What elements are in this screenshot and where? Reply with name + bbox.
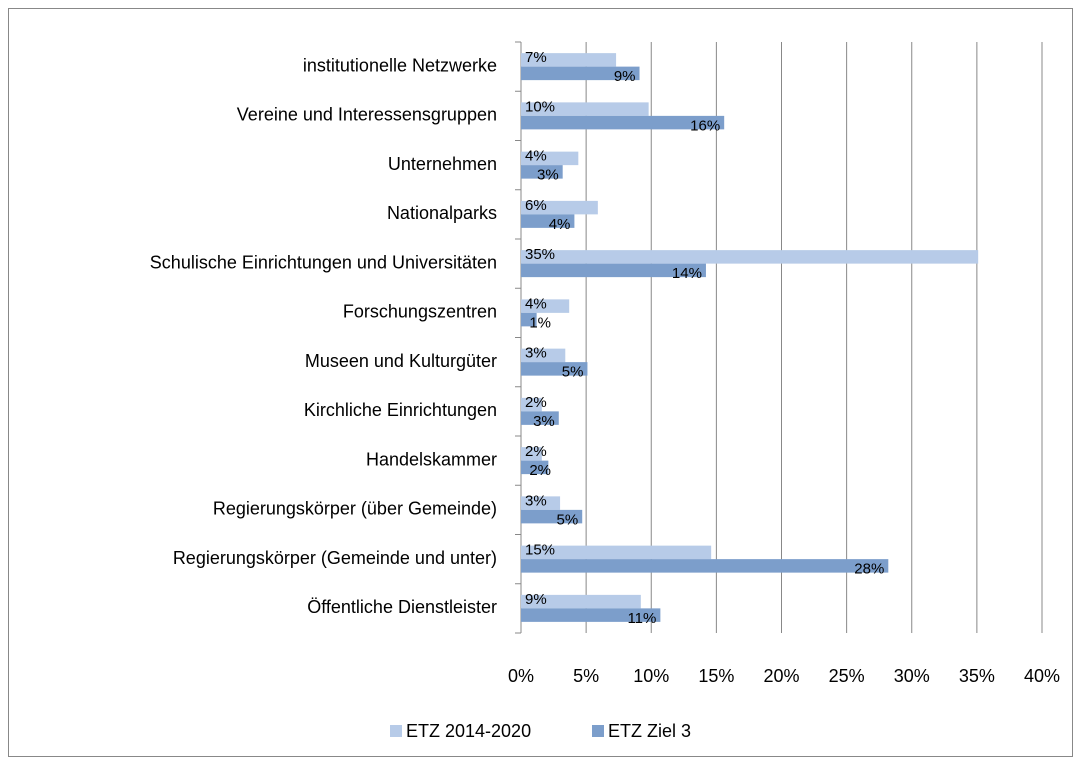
- data-label: 9%: [525, 591, 547, 608]
- bar: [521, 214, 575, 228]
- y-tick-label: Handelskammer: [366, 449, 497, 469]
- data-label: 5%: [557, 511, 579, 528]
- y-tick-label: Öffentliche Dienstleister: [307, 597, 497, 617]
- data-label: 5%: [562, 364, 584, 381]
- y-tick-label: Regierungskörper (Gemeinde und unter): [173, 548, 497, 568]
- data-label: 15%: [525, 542, 555, 559]
- x-tick-label: 25%: [829, 666, 865, 686]
- data-label: 2%: [529, 462, 551, 479]
- y-tick-label: Nationalparks: [387, 203, 497, 223]
- x-tick-label: 30%: [894, 666, 930, 686]
- x-tick-label: 15%: [698, 666, 734, 686]
- y-tick-label: Schulische Einrichtungen und Universität…: [150, 252, 497, 272]
- data-label: 11%: [627, 610, 656, 627]
- data-label: 28%: [854, 561, 884, 578]
- y-tick-label: Vereine und Interessensgruppen: [237, 105, 497, 125]
- bar: [521, 53, 617, 67]
- bar: [521, 102, 649, 116]
- bar: [521, 559, 889, 573]
- bar: [521, 496, 561, 510]
- bar: [521, 299, 570, 313]
- data-label: 4%: [549, 216, 571, 233]
- bar: [521, 348, 566, 363]
- legend-label: ETZ 2014-2020: [406, 721, 531, 741]
- x-tick-label: 40%: [1024, 666, 1060, 686]
- x-tick-label: 5%: [573, 666, 599, 686]
- legend-swatch: [390, 725, 402, 737]
- y-tick-label: institutionelle Netzwerke: [303, 55, 497, 75]
- bar: [521, 411, 559, 425]
- y-tick-label: Unternehmen: [388, 154, 497, 174]
- bar: [521, 250, 979, 264]
- bar: [521, 608, 661, 622]
- data-label: 14%: [672, 265, 702, 282]
- x-tick-label: 10%: [633, 666, 669, 686]
- bar: [521, 263, 706, 278]
- data-label: 4%: [525, 295, 547, 312]
- y-tick-label: Forschungszentren: [343, 302, 497, 322]
- bar: [521, 594, 641, 609]
- bar: [521, 151, 579, 166]
- data-label: 3%: [525, 345, 547, 362]
- data-label: 1%: [529, 314, 551, 331]
- x-tick-label: 0%: [508, 666, 534, 686]
- data-label: 4%: [525, 148, 547, 165]
- bar: [521, 545, 712, 560]
- y-tick-label: Kirchliche Einrichtungen: [304, 400, 497, 420]
- bar: [521, 397, 542, 412]
- data-label: 16%: [690, 117, 720, 134]
- bar: [521, 362, 588, 376]
- legend-label: ETZ Ziel 3: [608, 721, 691, 741]
- bar: [521, 509, 583, 524]
- data-label: 3%: [533, 413, 555, 430]
- data-label: 7%: [525, 49, 547, 66]
- bar: [521, 66, 640, 81]
- bar: [521, 447, 542, 461]
- data-label: 10%: [525, 98, 555, 115]
- chart-border: [8, 8, 1073, 757]
- data-label: 3%: [537, 167, 559, 184]
- data-label: 2%: [525, 443, 547, 460]
- y-tick-label: Regierungskörper (über Gemeinde): [213, 499, 497, 519]
- x-tick-label: 35%: [959, 666, 995, 686]
- x-tick-label: 20%: [763, 666, 799, 686]
- data-label: 35%: [525, 246, 555, 263]
- bar: [521, 312, 537, 327]
- data-label: 3%: [525, 492, 547, 509]
- bar: [521, 200, 598, 215]
- y-tick-label: Museen und Kulturgüter: [305, 351, 497, 371]
- data-label: 2%: [525, 394, 547, 411]
- bar: [521, 115, 725, 130]
- data-label: 9%: [614, 68, 636, 85]
- data-label: 6%: [525, 197, 547, 214]
- bar: [521, 165, 563, 179]
- legend-swatch: [592, 725, 604, 737]
- bar: [521, 460, 549, 475]
